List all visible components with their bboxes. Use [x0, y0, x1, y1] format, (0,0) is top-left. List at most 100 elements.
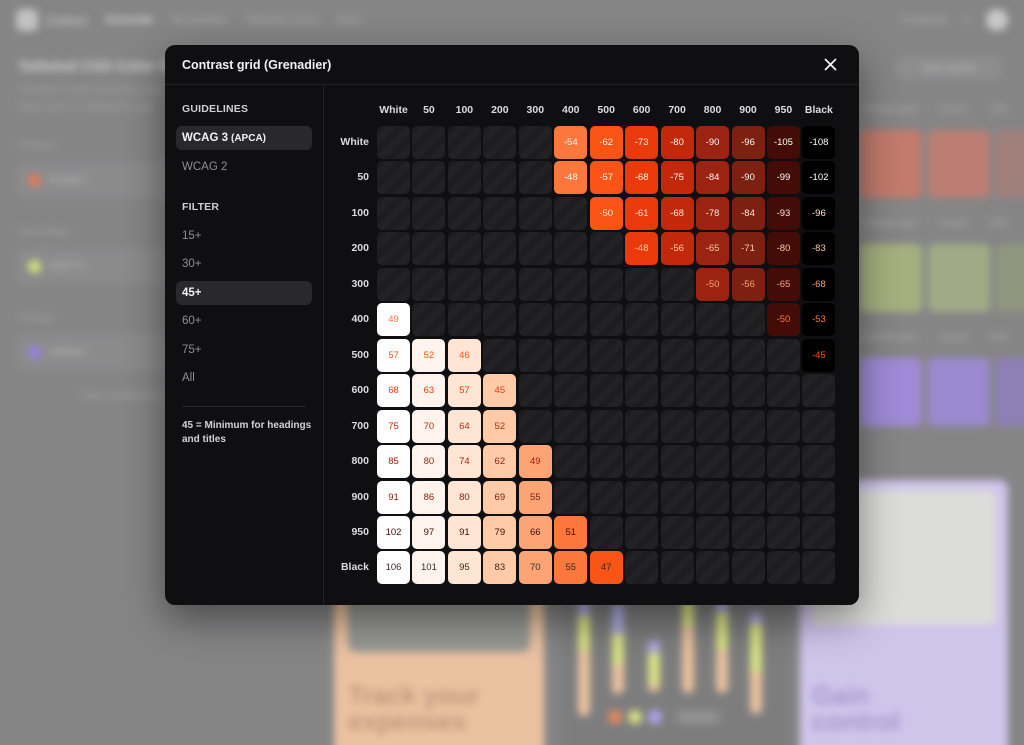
modal-header: Contrast grid (Grenadier) — [165, 45, 859, 85]
guideline-wcag2[interactable]: WCAG 2 — [182, 160, 228, 173]
grid-cell[interactable]: 74 — [447, 445, 481, 479]
grid-cell[interactable]: -78 — [696, 196, 730, 230]
grid-cell[interactable]: -68 — [802, 267, 836, 301]
grid-cell[interactable]: -80 — [766, 232, 800, 266]
grid-cell-empty — [731, 480, 765, 514]
grid-cell[interactable]: -84 — [731, 196, 765, 230]
grid-cell[interactable]: 79 — [483, 515, 517, 549]
grid-cell[interactable]: -50 — [766, 303, 800, 337]
grid-cell[interactable]: 91 — [377, 480, 410, 514]
tertiary-color-input[interactable]: #9f80e8 — [16, 334, 176, 370]
show-all-button[interactable]: Show all — [674, 710, 722, 724]
grid-cell[interactable]: -83 — [802, 232, 836, 266]
grid-cell[interactable]: -93 — [766, 196, 800, 230]
grid-cell[interactable]: 57 — [377, 338, 410, 372]
nav-link-my-palettes[interactable]: My palettes — [170, 14, 228, 26]
theme-toggle-icon[interactable]: ✦ — [962, 14, 972, 27]
grid-cell[interactable]: -48 — [554, 161, 588, 195]
grid-cell[interactable]: -65 — [696, 232, 730, 266]
grid-cell[interactable]: 49 — [518, 445, 552, 479]
grid-cell[interactable]: -80 — [660, 126, 694, 159]
grid-cell[interactable]: -90 — [731, 161, 765, 195]
grid-cell[interactable]: 52 — [412, 338, 446, 372]
grid-cell[interactable]: 95 — [447, 551, 481, 585]
grid-cell[interactable]: 52 — [483, 409, 517, 443]
grid-cell[interactable]: 66 — [518, 515, 552, 549]
grid-cell[interactable]: 86 — [412, 480, 446, 514]
avatar[interactable] — [986, 9, 1008, 31]
grid-cell[interactable]: 55 — [554, 551, 588, 585]
filter-15[interactable]: 15+ — [182, 229, 202, 242]
grid-cell[interactable]: -84 — [696, 161, 730, 195]
grid-cell[interactable]: 106 — [377, 551, 410, 585]
column-header: White — [379, 104, 408, 116]
grid-cell[interactable]: 83 — [483, 551, 517, 585]
grid-cell[interactable]: -73 — [625, 126, 659, 159]
grid-cell[interactable]: -108 — [802, 126, 836, 159]
grid-cell[interactable]: -96 — [802, 196, 836, 230]
grid-cell[interactable]: 64 — [447, 409, 481, 443]
grid-cell[interactable]: 47 — [589, 551, 623, 585]
grid-cell[interactable]: -96 — [731, 126, 765, 159]
grid-cell[interactable]: 97 — [412, 515, 446, 549]
grid-cell[interactable]: 46 — [447, 338, 481, 372]
filter-45[interactable]: 45+ — [176, 280, 312, 305]
view-combinations-link[interactable]: View combinations — [80, 390, 172, 402]
filter-60[interactable]: 60+ — [182, 315, 202, 327]
grid-cell[interactable]: 102 — [377, 515, 410, 549]
grid-cell[interactable]: 55 — [518, 480, 552, 514]
grid-cell[interactable]: -90 — [696, 126, 730, 159]
nav-link-generate[interactable]: Generate — [105, 14, 153, 26]
grid-cell[interactable]: 68 — [377, 374, 410, 408]
grid-cell[interactable]: -99 — [766, 161, 800, 195]
close-button[interactable] — [818, 53, 842, 77]
grid-cell[interactable]: 80 — [412, 445, 446, 479]
grid-cell[interactable]: 69 — [483, 480, 517, 514]
grid-cell[interactable]: 101 — [412, 551, 446, 585]
feedback-link[interactable]: Feedback — [900, 14, 949, 26]
grid-cell[interactable]: -45 — [802, 338, 836, 372]
save-palette-button[interactable]: Save palette — [894, 56, 1004, 80]
grid-cell-empty — [660, 515, 694, 549]
grid-cell[interactable]: -61 — [625, 196, 659, 230]
grid-cell[interactable]: -68 — [660, 196, 694, 230]
guideline-wcag3[interactable]: WCAG 3 (APCA) — [176, 126, 312, 150]
grid-cell[interactable]: -56 — [660, 232, 694, 266]
filter-30[interactable]: 30+ — [182, 258, 202, 270]
grid-cell[interactable]: 57 — [447, 374, 481, 408]
filter-all[interactable]: All — [182, 372, 195, 384]
grid-cell[interactable]: 49 — [377, 303, 410, 337]
grid-cell-empty — [554, 374, 588, 408]
grid-cell[interactable]: 70 — [518, 551, 552, 585]
grid-cell[interactable]: 62 — [483, 445, 517, 479]
primary-color-input[interactable]: #ec6b47 — [16, 162, 176, 198]
grid-cell[interactable]: -105 — [766, 126, 800, 159]
grid-cell[interactable]: -54 — [554, 126, 588, 159]
nav-link-more[interactable]: More — [337, 14, 363, 26]
grid-cell[interactable]: -65 — [766, 267, 800, 301]
grid-cell[interactable]: -50 — [696, 267, 730, 301]
grid-cell[interactable]: 63 — [412, 374, 446, 408]
grid-cell[interactable]: -102 — [802, 161, 836, 195]
grid-cell[interactable]: -57 — [589, 161, 623, 195]
grid-cell[interactable]: 70 — [412, 409, 446, 443]
grid-cell[interactable]: -62 — [589, 126, 623, 159]
grid-cell[interactable]: -75 — [660, 161, 694, 195]
grid-cell[interactable]: -68 — [625, 161, 659, 195]
grid-cell[interactable]: 51 — [554, 515, 588, 549]
grid-cell[interactable]: -50 — [589, 196, 623, 230]
filter-75[interactable]: 75+ — [182, 343, 202, 356]
secondary-color-input[interactable]: #d2f774 — [16, 248, 176, 284]
grid-cell[interactable]: 45 — [483, 374, 517, 408]
grid-cell[interactable]: -56 — [731, 267, 765, 301]
grid-cell-empty — [554, 409, 588, 443]
grid-cell[interactable]: -53 — [802, 303, 836, 337]
grid-cell[interactable]: -71 — [731, 232, 765, 266]
grid-cell-empty — [660, 374, 694, 408]
grid-cell[interactable]: -48 — [625, 232, 659, 266]
grid-cell[interactable]: 75 — [377, 409, 410, 443]
grid-cell[interactable]: 80 — [447, 480, 481, 514]
grid-cell[interactable]: 85 — [377, 445, 410, 479]
grid-cell[interactable]: 91 — [447, 515, 481, 549]
nav-link-tailwind-colors[interactable]: Tailwind Colors — [245, 14, 320, 26]
